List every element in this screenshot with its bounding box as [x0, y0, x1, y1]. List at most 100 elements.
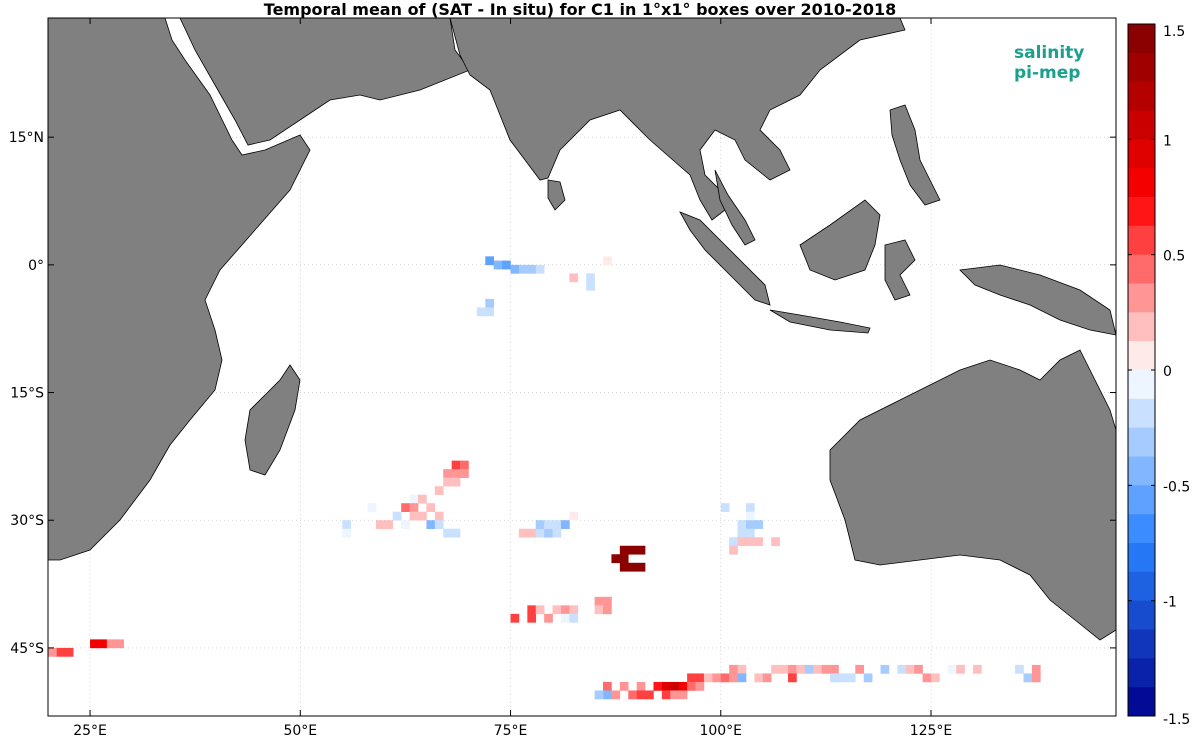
- data-cell: [443, 469, 452, 478]
- data-cell: [930, 673, 940, 683]
- data-cell: [510, 613, 520, 623]
- data-cell: [779, 664, 789, 674]
- data-cell: [754, 673, 764, 683]
- colorbar-segment: [1128, 514, 1155, 544]
- salinity-pi-mep-logo: salinity pi-mep: [1014, 43, 1084, 83]
- data-cell: [771, 537, 780, 547]
- data-cell: [754, 520, 764, 530]
- data-cell: [586, 281, 595, 291]
- data-cell: [636, 690, 646, 700]
- lat-tick-label: 15°N: [9, 130, 44, 146]
- data-cell: [552, 520, 562, 530]
- data-cell: [384, 520, 394, 530]
- colorbar-segment: [1128, 341, 1155, 371]
- lon-tick-label: 25°E: [73, 723, 107, 739]
- data-cell: [846, 673, 856, 683]
- data-cell: [619, 562, 629, 572]
- land-australia: [829, 349, 1116, 641]
- colorbar-segment: [1128, 81, 1155, 111]
- colorbar-ticks: 1.5 1 0.5 0 -0.5 -1 -1.5: [1128, 23, 1190, 728]
- colorbar-tick-label: 1.5: [1163, 24, 1185, 40]
- data-cell: [56, 647, 66, 657]
- colorbar-segment: [1128, 427, 1155, 457]
- colorbar-segment: [1128, 139, 1155, 169]
- data-cell: [518, 528, 528, 538]
- data-cell: [451, 528, 461, 538]
- land-java: [769, 309, 871, 334]
- data-cell: [771, 664, 780, 674]
- lon-tick-label: 50°E: [283, 723, 317, 739]
- data-cell: [603, 596, 612, 606]
- colorbar-segment: [1128, 225, 1155, 256]
- data-cell: [619, 554, 629, 564]
- data-cell: [535, 264, 545, 274]
- data-cell: [460, 469, 469, 478]
- data-cell: [485, 256, 495, 266]
- data-cell: [434, 486, 444, 495]
- data-cell: [342, 520, 352, 530]
- data-cell: [418, 494, 427, 504]
- data-cell: [897, 664, 907, 674]
- data-cell: [535, 528, 545, 538]
- lat-axis: 15°N 0° 15°S 30°S 45°S: [9, 130, 1116, 657]
- data-cell: [737, 520, 747, 530]
- colorbar-tick-label: 1: [1163, 133, 1172, 149]
- data-cell: [720, 503, 730, 513]
- data-cell: [796, 664, 806, 674]
- data-cell: [552, 528, 562, 538]
- data-cell: [544, 520, 553, 530]
- data-cell: [409, 511, 419, 521]
- data-cell: [619, 545, 629, 555]
- data-cell: [695, 681, 705, 691]
- data-cell: [569, 605, 579, 615]
- data-cell: [569, 613, 579, 623]
- land-borneo: [799, 199, 881, 281]
- data-cell: [745, 528, 755, 538]
- logo-line1: salinity: [1014, 43, 1084, 63]
- colorbar-segment: [1128, 52, 1155, 83]
- lat-tick-label: 30°S: [10, 513, 44, 529]
- colorbar-segment: [1128, 24, 1155, 54]
- land-madagascar: [244, 364, 301, 476]
- colorbar-segment: [1128, 543, 1155, 573]
- data-cell: [628, 690, 637, 700]
- data-cell: [687, 681, 696, 691]
- colorbar-tick-label: -1: [1163, 595, 1177, 611]
- data-cell: [527, 264, 537, 274]
- colorbar-tick-label: 0: [1163, 364, 1172, 380]
- data-cell: [1031, 664, 1041, 674]
- data-cell: [712, 673, 722, 683]
- data-cell: [443, 477, 452, 487]
- colorbar-tick-label: -0.5: [1163, 479, 1190, 495]
- colorbar-segment: [1128, 283, 1155, 313]
- data-cell: [451, 469, 461, 478]
- data-cell: [64, 647, 74, 657]
- lat-tick-label: 15°S: [10, 386, 44, 402]
- data-cell: [544, 613, 553, 623]
- colorbar-segment: [1128, 456, 1155, 486]
- data-cell: [98, 639, 108, 649]
- data-cell: [476, 307, 486, 317]
- data-cell: [821, 664, 831, 674]
- data-cell: [855, 664, 865, 674]
- data-cell: [1023, 673, 1033, 683]
- data-cell: [687, 673, 696, 683]
- data-cell: [375, 520, 385, 530]
- data-cell: [703, 673, 713, 683]
- data-cell: [636, 681, 646, 691]
- data-cell: [527, 605, 537, 615]
- data-cell: [737, 537, 747, 547]
- data-cell: [485, 298, 495, 308]
- data-cell: [493, 260, 503, 270]
- data-cell: [611, 690, 621, 700]
- data-cell: [535, 605, 545, 615]
- data-cell: [603, 605, 612, 615]
- logo-line2: pi-mep: [1014, 63, 1080, 83]
- plot-frame: [47, 17, 1117, 717]
- land-sulawesi: [884, 239, 916, 301]
- data-cell: [560, 520, 570, 530]
- colorbar-segment: [1128, 370, 1155, 400]
- data-cell: [745, 503, 755, 513]
- data-cell: [527, 613, 537, 623]
- colorbar-segment: [1128, 254, 1155, 284]
